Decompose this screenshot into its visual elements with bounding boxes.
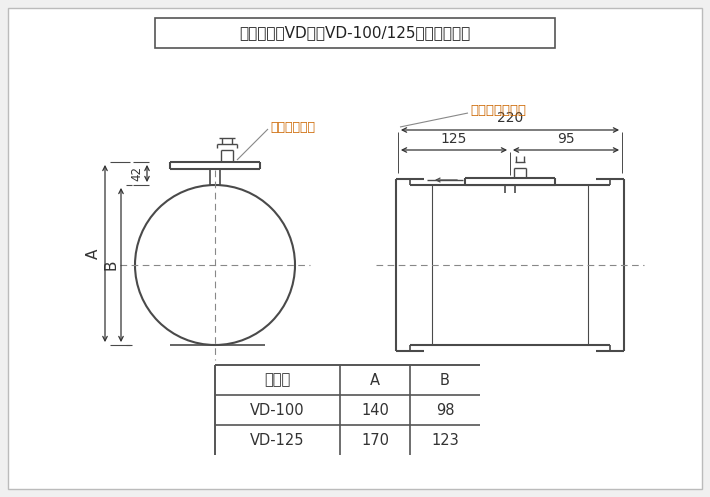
Text: 42: 42 <box>131 166 143 181</box>
Text: 125: 125 <box>441 132 467 146</box>
Text: 固定用ツマミ: 固定用ツマミ <box>270 120 315 134</box>
Text: ダンパー　VD型（VD-100/125）概略寸法図: ダンパー VD型（VD-100/125）概略寸法図 <box>239 25 471 40</box>
Text: 98: 98 <box>436 403 454 417</box>
Text: 調整用ハンドル: 調整用ハンドル <box>470 103 526 116</box>
Text: 型　番: 型 番 <box>264 372 290 388</box>
Text: B: B <box>104 260 119 270</box>
Text: 140: 140 <box>361 403 389 417</box>
Text: VD-100: VD-100 <box>250 403 305 417</box>
Text: A: A <box>370 372 380 388</box>
Text: 220: 220 <box>497 111 523 125</box>
Text: 170: 170 <box>361 432 389 447</box>
Circle shape <box>135 185 295 345</box>
Text: 95: 95 <box>557 132 575 146</box>
Text: VD-125: VD-125 <box>250 432 305 447</box>
Bar <box>155 18 555 48</box>
Text: 123: 123 <box>431 432 459 447</box>
Text: B: B <box>440 372 450 388</box>
Text: A: A <box>85 248 101 258</box>
